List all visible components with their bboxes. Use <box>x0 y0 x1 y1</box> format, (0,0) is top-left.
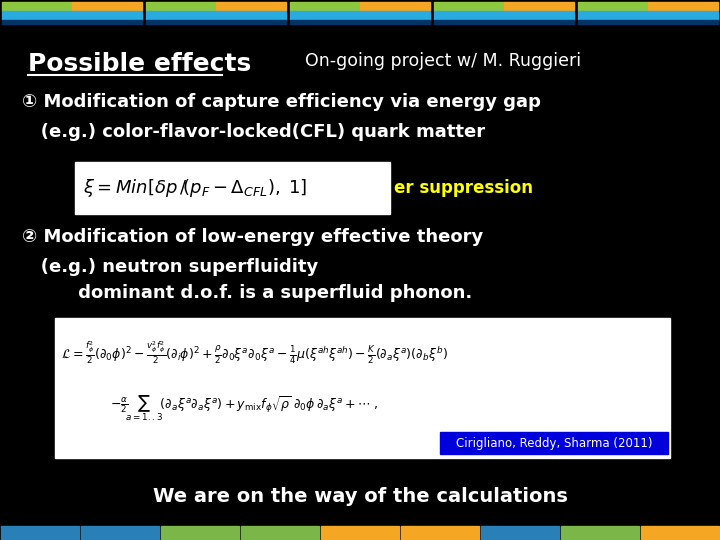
Text: On-going project w/ M. Ruggieri: On-going project w/ M. Ruggieri <box>305 52 581 70</box>
Bar <box>290 2 360 11</box>
Bar <box>481 526 559 540</box>
Bar <box>434 11 574 20</box>
Bar <box>146 11 286 20</box>
Bar <box>81 526 159 540</box>
Text: We are on the way of the calculations: We are on the way of the calculations <box>153 487 567 506</box>
Bar <box>72 2 142 11</box>
Bar <box>578 20 718 24</box>
Text: Possible effects: Possible effects <box>28 52 251 76</box>
Bar <box>641 526 719 540</box>
Bar <box>241 526 319 540</box>
Bar <box>504 2 574 11</box>
Text: $\mathcal{L} = \frac{f_\phi^2}{2}(\partial_0\phi)^2 - \frac{v_\phi^2 f_\phi^2}{2: $\mathcal{L} = \frac{f_\phi^2}{2}(\parti… <box>61 340 448 366</box>
Bar <box>648 2 718 11</box>
Text: $-\frac{\alpha}{2}\!\sum_{a=1..3}\!(\partial_a\xi^a\partial_a\xi^a) + y_{\mathrm: $-\frac{\alpha}{2}\!\sum_{a=1..3}\!(\par… <box>110 393 378 423</box>
Text: ② Modification of low-energy effective theory: ② Modification of low-energy effective t… <box>22 228 483 246</box>
Bar <box>440 432 668 454</box>
Bar <box>434 2 504 11</box>
Bar <box>434 20 574 24</box>
Bar <box>578 11 718 20</box>
Bar <box>146 20 286 24</box>
Bar <box>216 2 286 11</box>
Bar <box>146 2 216 11</box>
Text: Cirigliano, Reddy, Sharma (2011): Cirigliano, Reddy, Sharma (2011) <box>456 436 652 449</box>
Bar <box>290 20 430 24</box>
Bar <box>2 11 142 20</box>
Bar <box>290 11 430 20</box>
Bar <box>360 2 430 11</box>
Bar <box>1 526 79 540</box>
Text: (e.g.) neutron superfluidity: (e.g.) neutron superfluidity <box>22 258 318 276</box>
Text: ① Modification of capture efficiency via energy gap: ① Modification of capture efficiency via… <box>22 93 541 111</box>
Bar <box>2 2 72 11</box>
Bar <box>578 2 648 11</box>
Text: er suppression: er suppression <box>394 179 533 197</box>
Bar <box>2 20 142 24</box>
Bar <box>401 526 479 540</box>
Bar <box>75 162 390 214</box>
Bar <box>161 526 239 540</box>
Bar <box>55 318 670 458</box>
Text: dominant d.o.f. is a superfluid phonon.: dominant d.o.f. is a superfluid phonon. <box>22 284 472 302</box>
Bar <box>561 526 639 540</box>
Text: $\xi = Min\left[\delta p\,/\!\left(p_F - \Delta_{CFL}\right),\;1\right]$: $\xi = Min\left[\delta p\,/\!\left(p_F -… <box>83 177 307 199</box>
Text: (e.g.) color-flavor-locked(CFL) quark matter: (e.g.) color-flavor-locked(CFL) quark ma… <box>22 123 485 141</box>
Bar <box>321 526 399 540</box>
